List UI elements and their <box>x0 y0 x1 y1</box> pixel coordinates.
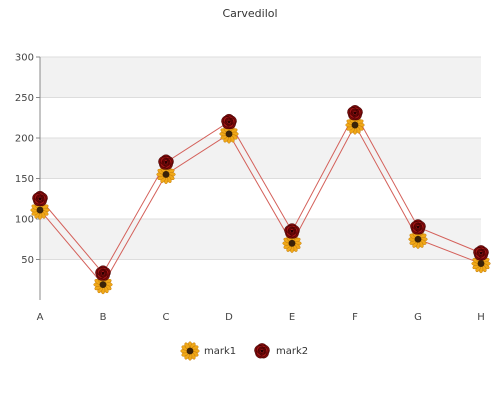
series-line-mark2 <box>39 111 482 275</box>
grid-bands <box>40 57 481 260</box>
x-tick-label: F <box>352 312 358 323</box>
chart-title: Carvedilol <box>222 7 277 20</box>
data-point-mark2 <box>347 105 363 121</box>
y-tick-label: 200 <box>15 134 34 145</box>
axes: 50 100 150 200 250 300 A B C D E F G H <box>15 53 485 324</box>
legend: mark1 mark2 <box>180 341 308 361</box>
grid-band <box>40 219 481 260</box>
x-tick-label: A <box>37 312 44 323</box>
grid-band <box>40 57 481 98</box>
y-tick-label: 300 <box>15 53 34 64</box>
grid-band <box>40 138 481 179</box>
series-lines <box>39 111 482 286</box>
series-markers <box>30 105 491 295</box>
x-tick-label: D <box>225 312 233 323</box>
data-point-mark2 <box>473 245 489 261</box>
data-point-mark2 <box>158 154 174 170</box>
x-tick-label: E <box>289 312 295 323</box>
x-tick-label: B <box>100 312 107 323</box>
x-tick-label: H <box>477 312 485 323</box>
series-line-mark1 <box>39 123 482 286</box>
grid-lines <box>40 56 481 260</box>
data-point-mark2 <box>95 265 111 281</box>
x-tick-label: G <box>414 312 422 323</box>
data-point-mark2 <box>410 219 426 235</box>
y-tick-label: 250 <box>15 93 34 104</box>
legend-label: mark1 <box>204 346 236 357</box>
legend-label: mark2 <box>276 346 308 357</box>
x-tick-label: C <box>163 312 170 323</box>
data-point-mark2 <box>32 190 48 207</box>
y-tick-label: 100 <box>15 215 34 226</box>
data-point-mark2 <box>221 113 237 130</box>
y-tick-label: 150 <box>15 174 34 185</box>
y-tick-label: 50 <box>21 255 34 266</box>
data-point-mark2 <box>284 223 300 239</box>
legend-rose-icon <box>254 343 270 359</box>
legend-sunflower-icon <box>180 341 200 361</box>
data-point-mark1 <box>93 274 113 295</box>
